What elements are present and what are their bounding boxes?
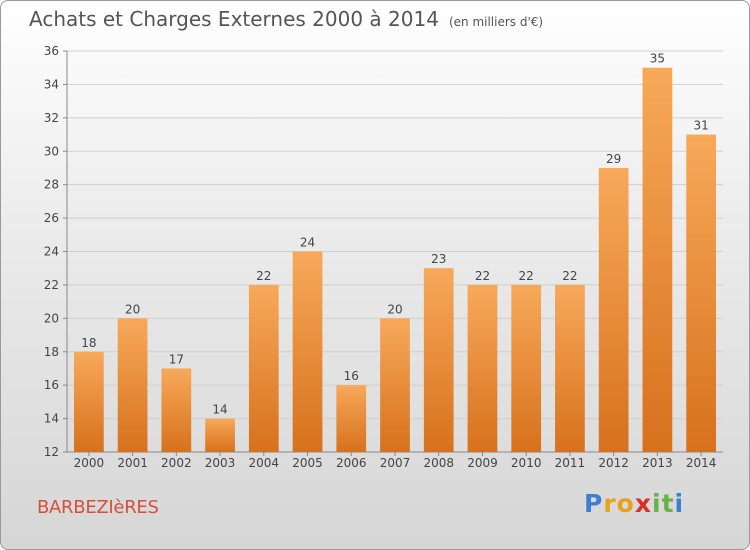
data-label: 22	[256, 269, 271, 283]
data-label: 16	[344, 369, 359, 383]
x-tick-label: 2007	[380, 456, 411, 470]
bar	[555, 284, 585, 452]
x-tick-label: 2001	[117, 456, 148, 470]
data-label: 23	[431, 252, 446, 266]
bars	[73, 67, 717, 453]
logo-letter: t	[661, 489, 675, 518]
logo-letter: x	[634, 489, 652, 518]
x-tick-label: 2008	[423, 456, 454, 470]
y-tick-label: 20	[44, 311, 59, 325]
data-label: 22	[519, 269, 534, 283]
x-tick-label: 2012	[598, 456, 629, 470]
x-tick-label: 2005	[292, 456, 323, 470]
data-label: 35	[650, 52, 665, 66]
y-tick-label: 28	[44, 178, 59, 192]
logo-letter: o	[616, 489, 635, 518]
bar	[73, 351, 104, 452]
x-tick-label: 2014	[686, 456, 717, 470]
y-tick-label: 26	[44, 211, 59, 225]
y-tick-label: 18	[44, 345, 59, 359]
proxiti-logo: Proxiti	[584, 489, 684, 518]
logo-letter: P	[584, 489, 604, 518]
x-tick-label: 2006	[336, 456, 367, 470]
data-label: 14	[212, 403, 227, 417]
data-label: 29	[606, 152, 621, 166]
data-label: 20	[125, 302, 140, 316]
data-label: 31	[693, 119, 708, 133]
data-label: 20	[387, 302, 402, 316]
y-tick-label: 36	[44, 44, 59, 58]
bar	[292, 251, 323, 452]
x-tick-label: 2009	[467, 456, 498, 470]
place-name: BARBEZIèRES	[37, 497, 159, 518]
bar	[686, 134, 717, 452]
data-label: 24	[300, 236, 315, 250]
y-tick-label: 14	[44, 412, 59, 426]
bar	[511, 284, 542, 452]
x-tick-label: 2013	[642, 456, 673, 470]
y-tick-label: 16	[44, 378, 59, 392]
bar	[423, 268, 454, 452]
x-tick-label: 2010	[511, 456, 542, 470]
y-tick-label: 30	[44, 144, 59, 158]
bar	[161, 368, 192, 452]
x-tick-label: 2000	[74, 456, 105, 470]
bar	[598, 167, 629, 453]
x-tick-label: 2004	[249, 456, 280, 470]
logo-letter: i	[652, 489, 662, 518]
y-tick-label: 24	[44, 245, 59, 259]
data-label: 22	[562, 269, 577, 283]
bar	[248, 284, 279, 452]
y-tick-label: 34	[44, 77, 59, 91]
bar	[380, 318, 410, 452]
labels: 12 14 16 18 20 22 24 26 28 30 32 34 36 18 2000 20 2001 17…	[44, 44, 717, 470]
data-label: 22	[475, 269, 490, 283]
data-label: 18	[81, 336, 96, 350]
x-tick-label: 2002	[161, 456, 192, 470]
x-tick-label: 2011	[555, 456, 586, 470]
data-label: 17	[169, 352, 184, 366]
y-tick-label: 32	[44, 111, 59, 125]
chart-title: Achats et Charges Externes 2000 à 2014 (e…	[29, 7, 543, 31]
chart-subtitle: (en milliers d'€)	[448, 15, 544, 29]
bar	[117, 318, 148, 452]
logo-letter: i	[674, 489, 685, 518]
bar	[205, 418, 235, 452]
chart-title-text: Achats et Charges Externes 2000 à 2014	[29, 7, 439, 31]
x-tick-label: 2003	[205, 456, 236, 470]
bar	[467, 284, 498, 452]
y-tick-label: 12	[44, 445, 59, 459]
y-tick-label: 22	[44, 278, 59, 292]
bar	[336, 385, 367, 452]
logo-letter: r	[603, 489, 617, 518]
bar	[642, 67, 673, 452]
